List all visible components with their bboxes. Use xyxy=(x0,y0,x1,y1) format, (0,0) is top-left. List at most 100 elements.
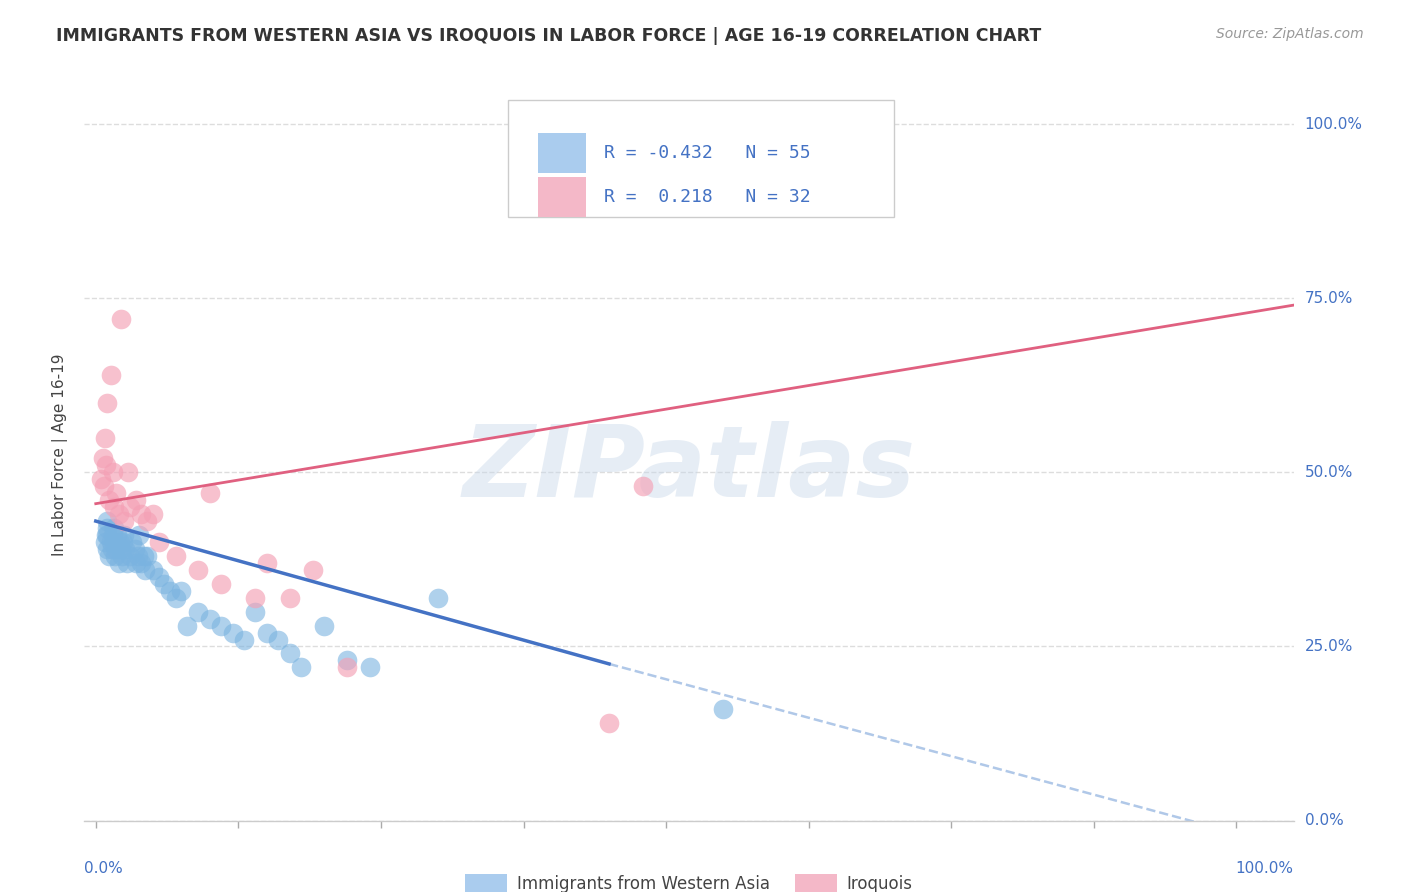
Point xyxy=(94,458,117,473)
Text: 100.0%: 100.0% xyxy=(1236,861,1294,876)
Point xyxy=(142,507,165,521)
Point xyxy=(245,591,267,605)
Point xyxy=(112,535,135,549)
Text: IMMIGRANTS FROM WESTERN ASIA VS IROQUOIS IN LABOR FORCE | AGE 16-19 CORRELATION : IMMIGRANTS FROM WESTERN ASIA VS IROQUOIS… xyxy=(56,27,1042,45)
Legend: Immigrants from Western Asia, Iroquois: Immigrants from Western Asia, Iroquois xyxy=(458,868,920,892)
Point xyxy=(131,507,153,521)
Point xyxy=(112,514,135,528)
Point xyxy=(312,618,335,632)
Point xyxy=(94,430,117,444)
Point xyxy=(96,528,118,542)
Point xyxy=(148,570,170,584)
Point xyxy=(136,549,159,563)
Point xyxy=(118,549,141,563)
Point xyxy=(278,591,301,605)
Point xyxy=(103,535,125,549)
Point xyxy=(134,563,156,577)
Point xyxy=(633,479,655,493)
Point xyxy=(94,528,117,542)
Point xyxy=(187,563,209,577)
Point xyxy=(103,500,125,515)
Point xyxy=(93,479,115,493)
Point xyxy=(187,605,209,619)
Point xyxy=(110,541,132,556)
Point xyxy=(209,618,232,632)
Text: 50.0%: 50.0% xyxy=(1305,465,1353,480)
Point xyxy=(96,514,118,528)
Text: R = -0.432   N = 55: R = -0.432 N = 55 xyxy=(605,145,811,162)
Point xyxy=(98,549,121,563)
Point xyxy=(233,632,256,647)
Point xyxy=(107,528,129,542)
Point xyxy=(159,583,181,598)
Point xyxy=(165,591,187,605)
Point xyxy=(198,612,221,626)
Point xyxy=(114,541,136,556)
Point xyxy=(107,556,129,570)
Point xyxy=(256,625,278,640)
FancyBboxPatch shape xyxy=(538,177,586,218)
Point xyxy=(427,591,450,605)
Point xyxy=(105,486,128,500)
Point xyxy=(267,632,290,647)
Point xyxy=(336,653,359,667)
Point xyxy=(153,576,176,591)
Point xyxy=(598,716,620,731)
Text: ZIPatlas: ZIPatlas xyxy=(463,421,915,518)
Text: 75.0%: 75.0% xyxy=(1305,291,1353,306)
Point xyxy=(124,541,146,556)
Point xyxy=(221,625,243,640)
Point xyxy=(125,556,148,570)
Text: Source: ZipAtlas.com: Source: ZipAtlas.com xyxy=(1216,27,1364,41)
FancyBboxPatch shape xyxy=(538,133,586,173)
Point xyxy=(110,312,132,326)
Point xyxy=(148,535,170,549)
Text: 25.0%: 25.0% xyxy=(1305,639,1353,654)
Text: 0.0%: 0.0% xyxy=(1305,814,1343,828)
Point xyxy=(118,500,141,515)
Point xyxy=(96,541,118,556)
FancyBboxPatch shape xyxy=(508,100,894,218)
Point xyxy=(101,466,124,480)
Point xyxy=(278,647,301,661)
Point xyxy=(90,472,112,486)
Point xyxy=(165,549,187,563)
Point xyxy=(121,535,143,549)
Point xyxy=(132,549,155,563)
Point xyxy=(117,466,139,480)
Point xyxy=(108,535,131,549)
Y-axis label: In Labor Force | Age 16-19: In Labor Force | Age 16-19 xyxy=(52,353,69,557)
Point xyxy=(107,507,129,521)
Text: 100.0%: 100.0% xyxy=(1305,117,1362,131)
Point xyxy=(104,549,127,563)
Point xyxy=(336,660,359,674)
Point xyxy=(103,521,125,535)
Point xyxy=(127,549,149,563)
Point xyxy=(100,535,122,549)
Point xyxy=(131,556,153,570)
Point xyxy=(136,514,159,528)
Point xyxy=(100,368,122,382)
Point xyxy=(711,702,734,716)
Point xyxy=(101,528,124,542)
Point xyxy=(111,549,134,563)
Point xyxy=(256,556,278,570)
Point xyxy=(176,618,198,632)
Point xyxy=(112,528,135,542)
Point xyxy=(91,451,114,466)
Point xyxy=(128,528,150,542)
Point xyxy=(290,660,312,674)
Point xyxy=(96,521,118,535)
Point xyxy=(96,395,118,409)
Point xyxy=(301,563,323,577)
Text: R =  0.218   N = 32: R = 0.218 N = 32 xyxy=(605,188,811,206)
Point xyxy=(245,605,267,619)
Text: 0.0%: 0.0% xyxy=(84,861,124,876)
Point xyxy=(115,556,138,570)
Point xyxy=(98,493,121,508)
Point xyxy=(125,493,148,508)
Point xyxy=(209,576,232,591)
Point xyxy=(198,486,221,500)
Point xyxy=(100,541,122,556)
Point xyxy=(105,541,128,556)
